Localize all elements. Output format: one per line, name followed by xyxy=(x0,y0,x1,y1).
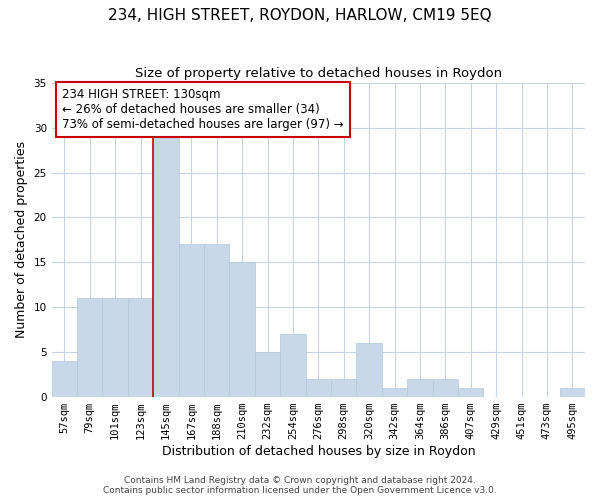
Text: Contains HM Land Registry data © Crown copyright and database right 2024.
Contai: Contains HM Land Registry data © Crown c… xyxy=(103,476,497,495)
Bar xyxy=(433,378,458,396)
Bar xyxy=(204,244,229,396)
Bar xyxy=(103,298,128,396)
Bar xyxy=(305,378,331,396)
Text: 234 HIGH STREET: 130sqm
← 26% of detached houses are smaller (34)
73% of semi-de: 234 HIGH STREET: 130sqm ← 26% of detache… xyxy=(62,88,344,131)
Bar xyxy=(77,298,103,396)
Bar xyxy=(52,361,77,396)
Bar xyxy=(179,244,204,396)
Bar xyxy=(407,378,433,396)
Bar xyxy=(458,388,484,396)
Bar xyxy=(229,262,255,396)
X-axis label: Distribution of detached houses by size in Roydon: Distribution of detached houses by size … xyxy=(161,444,475,458)
Bar xyxy=(255,352,280,397)
Bar xyxy=(280,334,305,396)
Bar xyxy=(128,298,153,396)
Y-axis label: Number of detached properties: Number of detached properties xyxy=(15,142,28,338)
Bar xyxy=(331,378,356,396)
Bar xyxy=(356,343,382,396)
Bar xyxy=(560,388,585,396)
Bar xyxy=(153,137,179,396)
Title: Size of property relative to detached houses in Roydon: Size of property relative to detached ho… xyxy=(135,68,502,80)
Bar xyxy=(382,388,407,396)
Text: 234, HIGH STREET, ROYDON, HARLOW, CM19 5EQ: 234, HIGH STREET, ROYDON, HARLOW, CM19 5… xyxy=(108,8,492,22)
